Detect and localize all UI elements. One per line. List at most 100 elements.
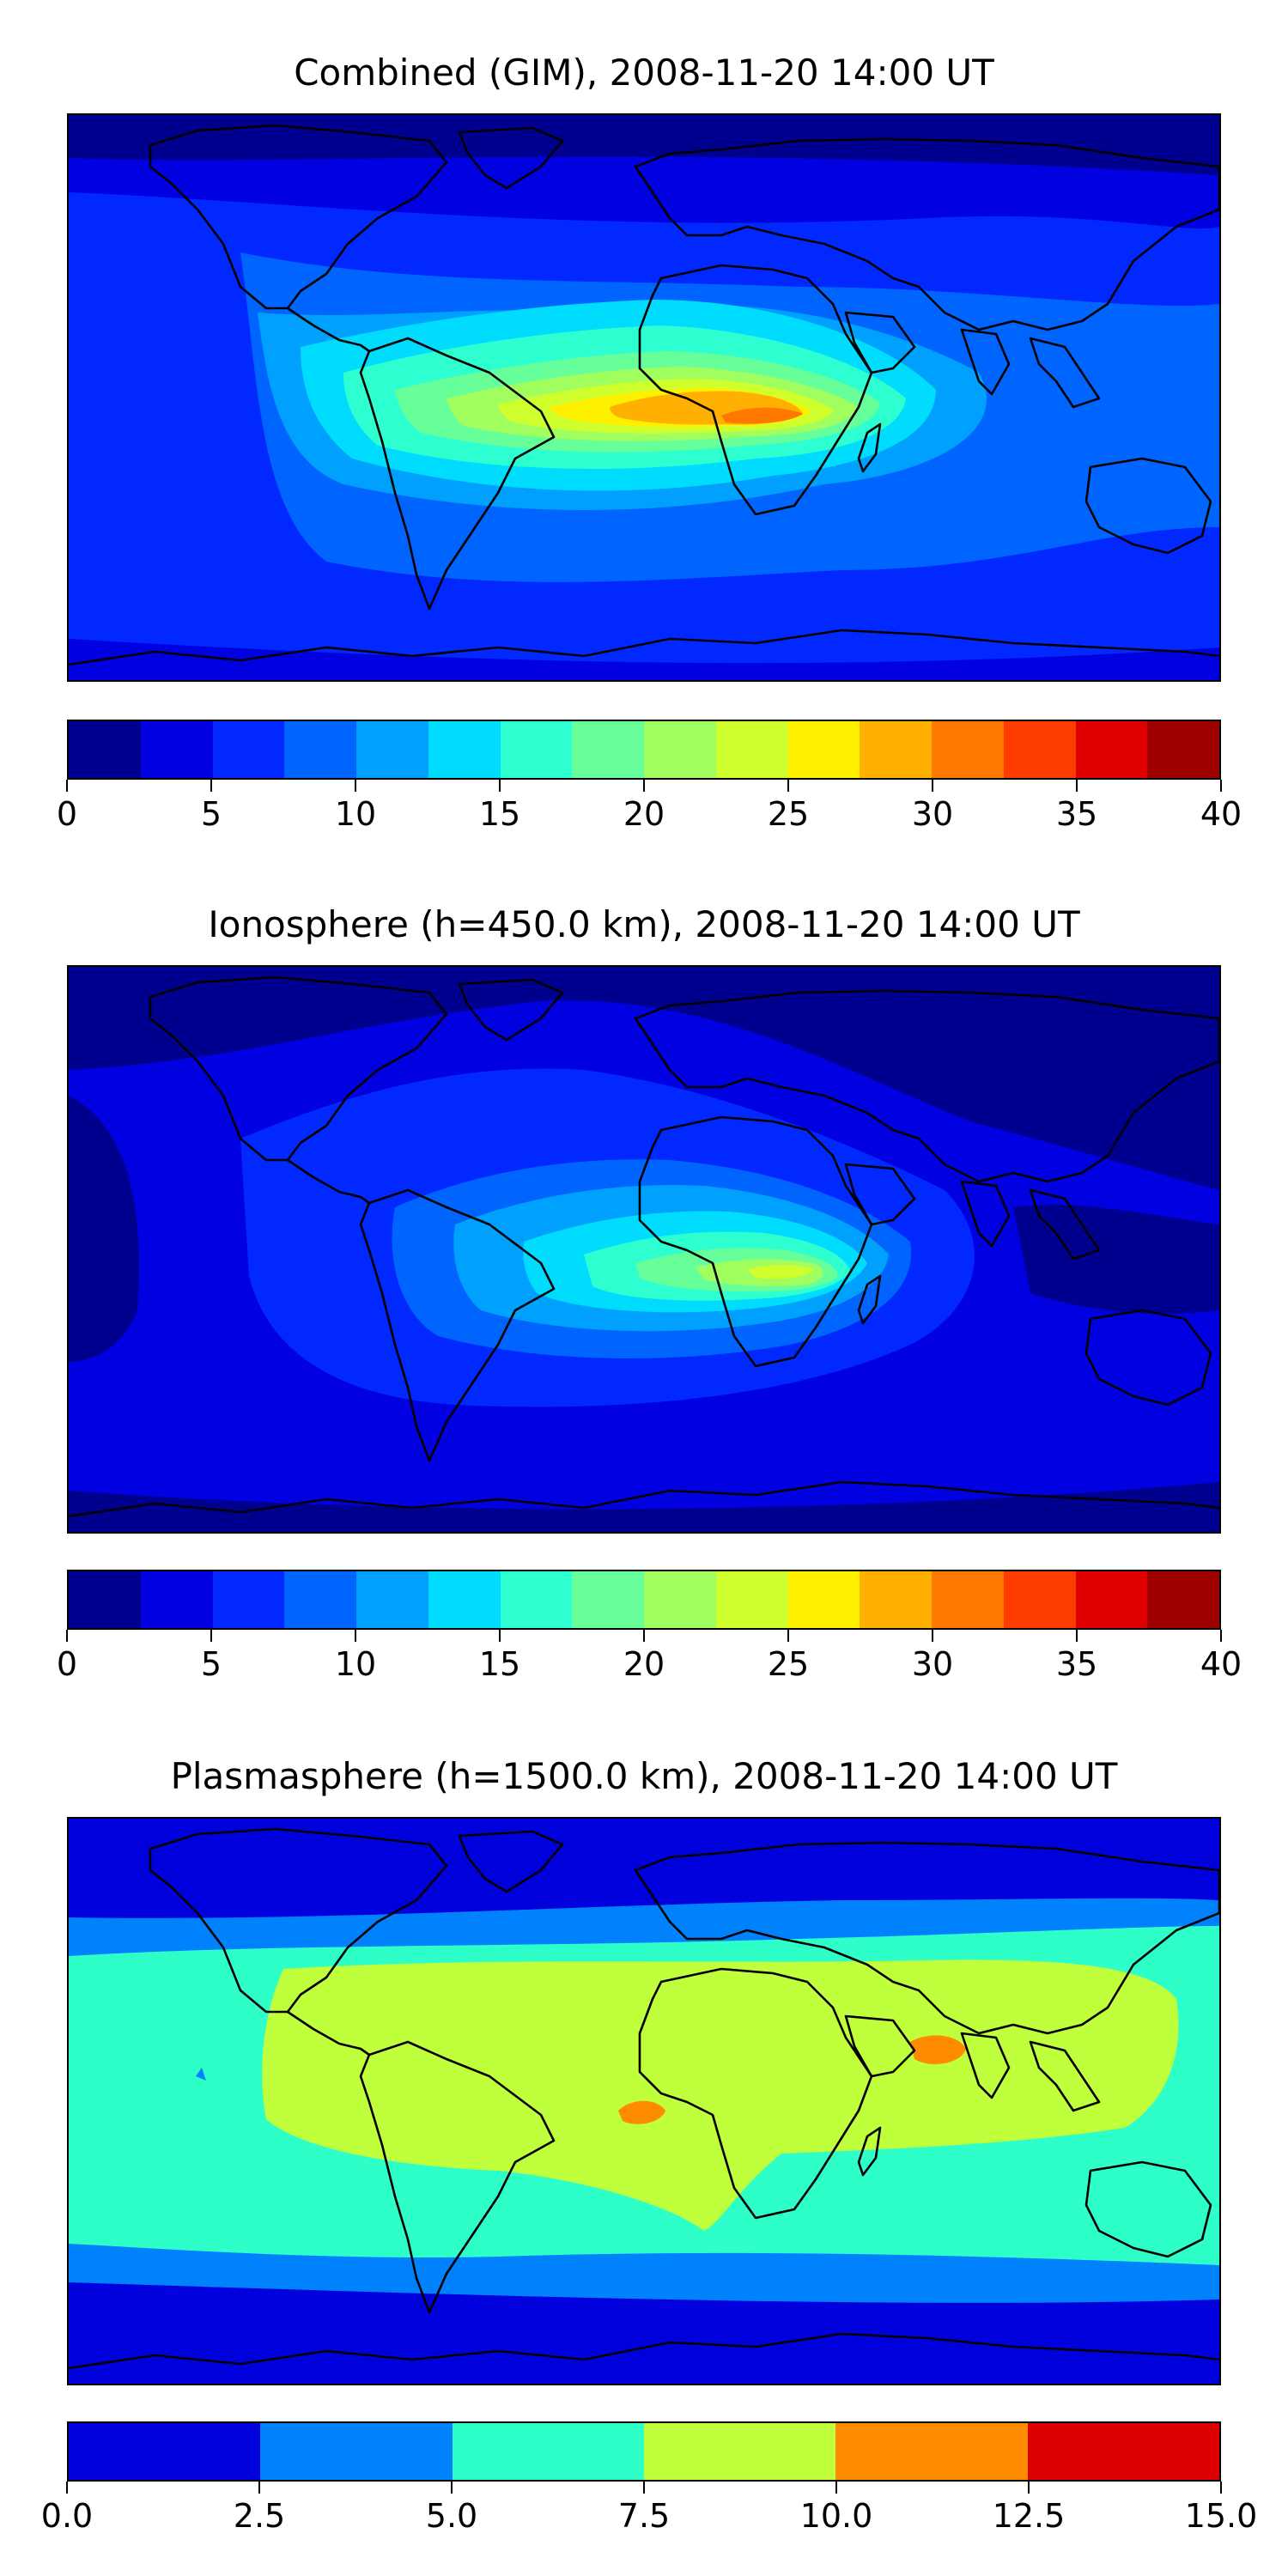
- contour-small-blue-dot: [196, 2068, 206, 2081]
- colorbar-tick-mark: [931, 780, 934, 792]
- panel-2-title: Ionosphere (h=450.0 km), 2008-11-20 14:0…: [208, 903, 1080, 945]
- colorbar-tick-mark: [1075, 780, 1078, 792]
- coast-africa: [638, 1115, 873, 1368]
- coast-india: [960, 328, 1011, 396]
- colorbar-segment: [1147, 1571, 1219, 1628]
- colorbar-tick-label: 5.0: [425, 2497, 478, 2535]
- colorbar-segment: [715, 721, 788, 778]
- coast-se-asia: [1029, 1188, 1101, 1261]
- colorbar-tick-mark: [642, 780, 646, 792]
- colorbar-segment: [260, 2423, 453, 2480]
- colorbar-tick-mark: [65, 2482, 69, 2494]
- coast-arabia: [844, 2014, 916, 2078]
- contour-level-4b: [910, 2035, 966, 2065]
- colorbar-segment: [500, 721, 573, 778]
- coast-central-america: [287, 2010, 370, 2057]
- colorbar-segment: [787, 1571, 860, 1628]
- colorbar-segment: [356, 1571, 428, 1628]
- panel-3-map: [67, 1817, 1221, 2385]
- coast-north-america: [149, 975, 448, 1162]
- colorbar-segment: [212, 1571, 285, 1628]
- colorbar-tick-label: 40: [1200, 1645, 1242, 1683]
- colorbar-segment: [787, 721, 860, 778]
- coast-greenland: [458, 1830, 564, 1893]
- panel-3-title: Plasmasphere (h=1500.0 km), 2008-11-20 1…: [170, 1755, 1118, 1797]
- colorbar-tick-label: 40: [1200, 795, 1242, 833]
- colorbar-tick-mark: [1219, 1630, 1223, 1642]
- coast-south-america: [359, 1188, 556, 1462]
- colorbar-tick-mark: [210, 780, 213, 792]
- coastlines: [69, 124, 1219, 666]
- coast-greenland: [458, 978, 564, 1042]
- coast-north-america: [149, 124, 448, 310]
- colorbar-segment: [428, 721, 501, 778]
- contour-level-1c: [1013, 1205, 1219, 1314]
- colorbar-tick-label: 10: [334, 795, 377, 833]
- colorbar-segment: [1147, 721, 1219, 778]
- colorbar-tick-label: 35: [1055, 1645, 1098, 1683]
- coast-india: [960, 1180, 1011, 1248]
- colorbar-tick-label: 5: [200, 795, 222, 833]
- coast-arabia: [844, 1163, 916, 1226]
- colorbar-tick-label: 30: [911, 795, 954, 833]
- colorbar-tick-mark: [450, 2482, 453, 2494]
- colorbar-tick-mark: [498, 780, 501, 792]
- coast-australia: [1084, 2160, 1212, 2258]
- colorbar-tick-mark: [65, 1630, 69, 1642]
- coast-africa: [638, 264, 873, 516]
- colorbar-tick-mark: [258, 2482, 261, 2494]
- colorbar-tick-label: 2.5: [233, 2497, 286, 2535]
- contour-level-12: [721, 407, 803, 424]
- colorbar-segment: [1075, 1571, 1148, 1628]
- colorbar-segment: [1075, 721, 1148, 778]
- coast-europe-asia: [634, 989, 1219, 1183]
- colorbar-tick-label: 12.5: [992, 2497, 1066, 2535]
- colorbar-tick-mark: [498, 1630, 501, 1642]
- colorbar-tick-label: 35: [1055, 795, 1098, 833]
- coast-australia: [1084, 1309, 1212, 1406]
- colorbar-segment: [572, 1571, 644, 1628]
- colorbar-segment: [860, 1571, 932, 1628]
- panel-1-colorbar: [67, 720, 1221, 780]
- colorbar-tick-mark: [642, 1630, 646, 1642]
- colorbar-tick-mark: [835, 2482, 838, 2494]
- colorbar-segment: [428, 1571, 501, 1628]
- colorbar-segment: [69, 721, 141, 778]
- coast-south-america: [359, 2040, 556, 2314]
- colorbar-segment: [932, 1571, 1004, 1628]
- contour-level-9: [747, 1265, 814, 1279]
- coastlines: [69, 975, 1219, 1518]
- coast-antarctica: [69, 1480, 1219, 1518]
- colorbar-tick-label: 5: [200, 1645, 222, 1683]
- coast-north-america: [149, 1827, 448, 2014]
- panel-3-colorbar: [67, 2421, 1221, 2482]
- coast-antarctica: [69, 2332, 1219, 2370]
- colorbar-segment: [140, 721, 213, 778]
- contour-level-3: [262, 1959, 1179, 2231]
- colorbar-tick-label: 25: [767, 795, 810, 833]
- colorbar-tick-label: 15.0: [1184, 2497, 1258, 2535]
- coast-greenland: [458, 126, 564, 190]
- colorbar-segment: [1003, 1571, 1076, 1628]
- colorbar-segment: [500, 1571, 573, 1628]
- panel-1-map: [67, 113, 1221, 682]
- coast-arabia: [844, 311, 916, 374]
- colorbar-segment: [835, 2423, 1028, 2480]
- colorbar-tick-label: 20: [623, 1645, 665, 1683]
- colorbar-tick-mark: [1075, 1630, 1078, 1642]
- colorbar-tick-label: 20: [623, 795, 665, 833]
- coast-central-america: [287, 307, 370, 353]
- colorbar-tick-label: 15: [478, 795, 521, 833]
- contour-level-4a: [618, 2100, 665, 2124]
- colorbar-segment: [644, 1571, 716, 1628]
- colorbar-tick-mark: [787, 1630, 790, 1642]
- colorbar-tick-label: 25: [767, 1645, 810, 1683]
- colorbar-segment: [1027, 2423, 1219, 2480]
- panel-3-colorbar-ticks: 0.0 2.5 5.0 7.5 10.0 12.5 15.0: [41, 2482, 1257, 2535]
- coast-antarctica: [69, 629, 1219, 666]
- coast-europe-asia: [634, 137, 1219, 331]
- colorbar-tick-mark: [65, 780, 69, 792]
- coast-south-america: [359, 337, 556, 611]
- colorbar-segment: [643, 2423, 836, 2480]
- colorbar-segment: [932, 721, 1004, 778]
